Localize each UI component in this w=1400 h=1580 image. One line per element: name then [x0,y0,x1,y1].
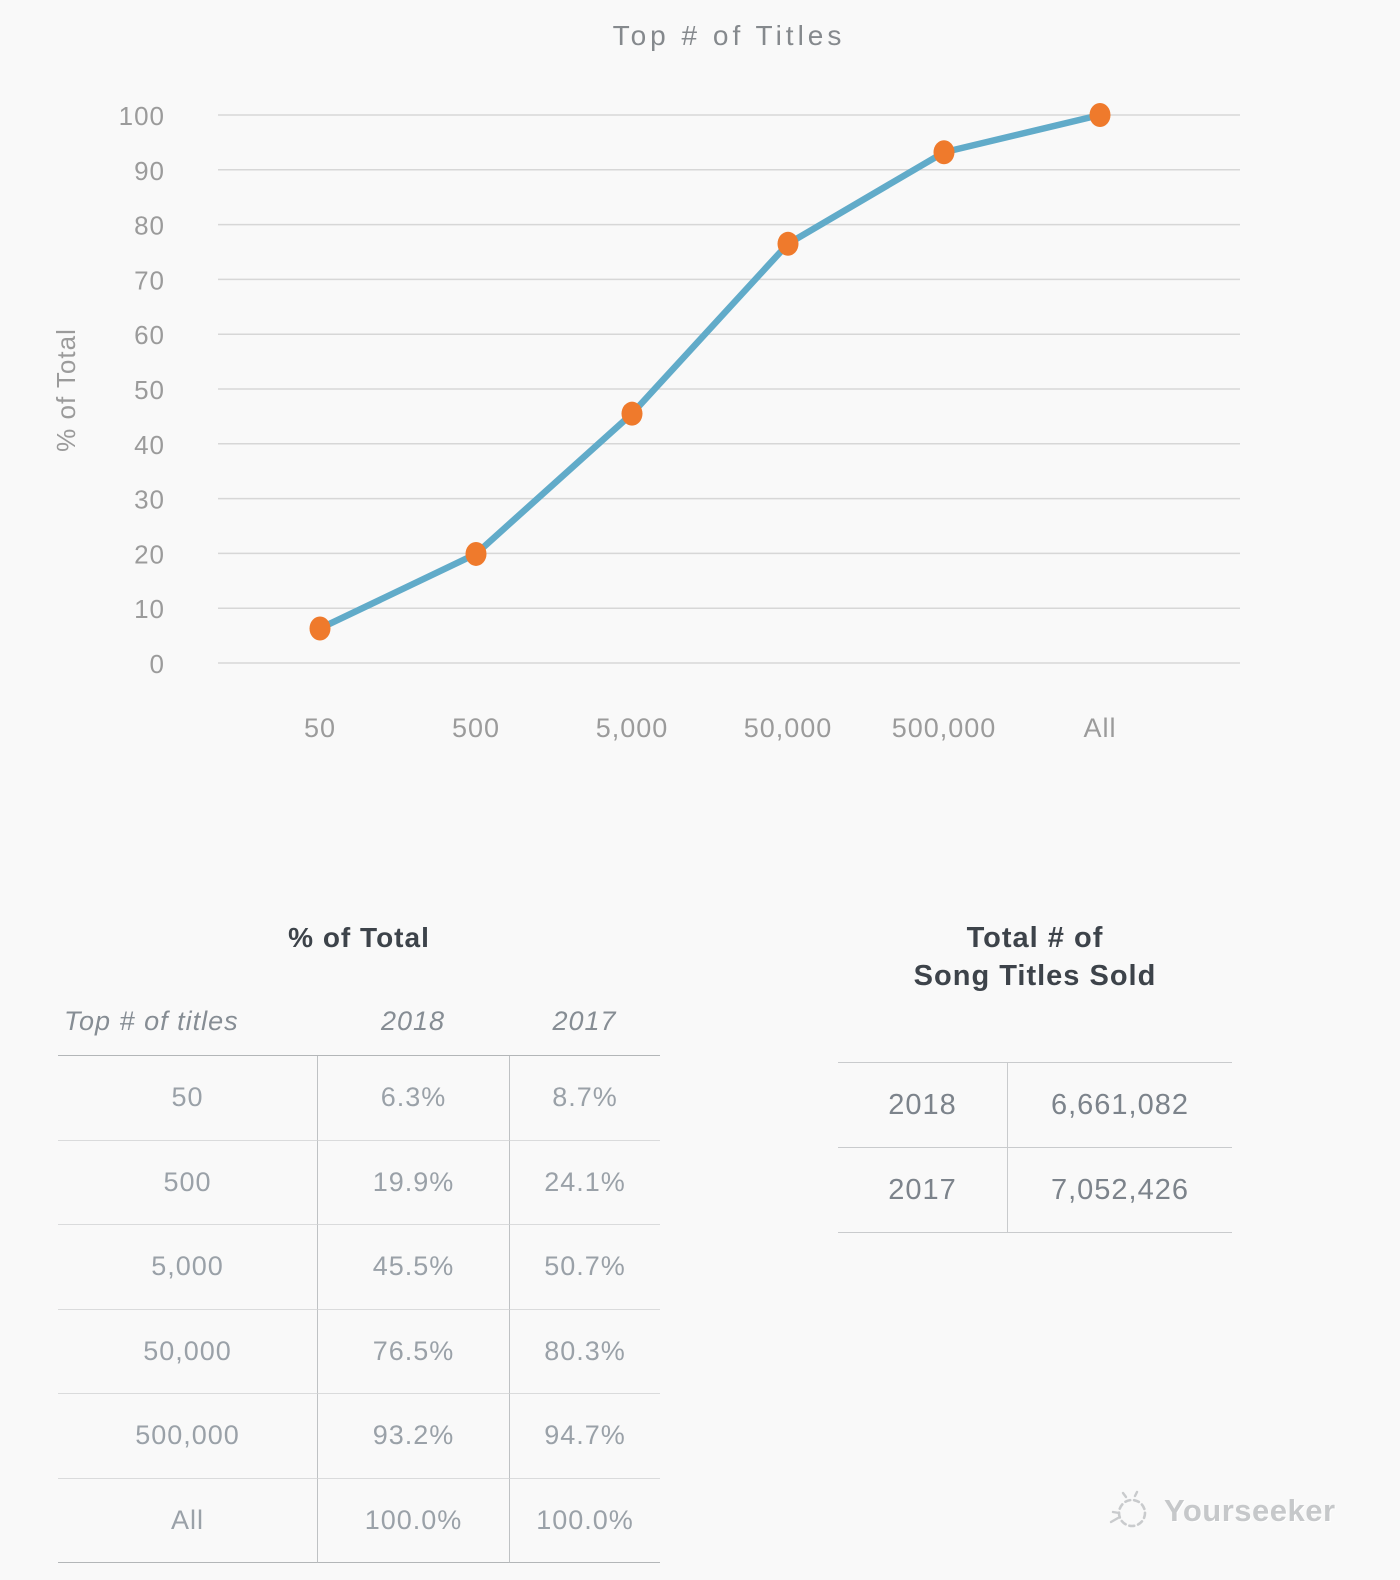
watermark-text: Yourseeker [1164,1493,1336,1528]
table-cell: 100.0% [509,1478,660,1563]
y-tick-label: 80 [134,211,165,241]
table-cell: 50,000 [58,1310,317,1394]
table-cell: 6,661,082 [1007,1063,1232,1148]
data-point-marker [621,401,643,426]
table-cell: 24.1% [509,1140,660,1225]
y-tick-label: 0 [150,649,165,679]
table-cell: 2017 [838,1148,1007,1233]
table-body: 2018 6,661,082 2017 7,052,426 [838,1062,1232,1233]
x-tick-label: 50 [304,713,336,743]
y-tick-label: 60 [134,320,165,350]
table-title-line2: Song Titles Sold [913,960,1157,992]
y-tick-label: 100 [119,101,165,131]
table-cell: 93.2% [317,1394,509,1479]
y-tick-label: 20 [134,539,165,569]
table-cell: 500,000 [58,1394,317,1479]
y-tick-label: 70 [134,265,165,295]
y-tick-label: 90 [134,156,165,186]
column-header-2018: 2018 [380,1006,446,1036]
data-point-marker [465,541,487,566]
data-point-marker [933,140,955,165]
line-chart: 0 10 20 30 40 50 60 70 80 90 100 50 500 5,000 50,000 50… [51,101,1240,743]
table-title-line1: Total # of [966,922,1104,954]
table-title: % of Total [288,922,430,953]
series-line-2018 [316,111,1104,632]
table-cell: 45.5% [317,1225,509,1310]
x-tick-label: All [1083,713,1116,743]
y-tick-label: 30 [134,485,165,515]
table-title: Total # of Song Titles Sold [838,919,1232,995]
y-axis-title: % of Total [51,328,81,452]
table-cell: 94.7% [509,1394,660,1479]
watermark: Yourseeker [1108,1488,1336,1534]
table-cell: All [58,1479,317,1563]
table-cell: 2018 [838,1063,1007,1148]
table-cell: 7,052,426 [1007,1148,1232,1233]
table-cell: 50.7% [509,1225,660,1310]
chart-title: Top # of Titles [612,20,846,51]
y-tick-label: 10 [134,594,165,624]
table-header-row: Top # of titles 2018 2017 [58,1006,660,1037]
table-cell: 19.9% [317,1140,509,1225]
x-tick-label: 500,000 [892,713,997,743]
table-cell: 6.3% [317,1056,509,1141]
column-header-2017: 2017 [552,1006,617,1036]
y-tick-label: 40 [134,430,165,460]
x-tick-label: 500 [452,713,500,743]
table-body: 50 6.3% 8.7% 500 19.9% 24.1% 5,000 45.5%… [58,1055,660,1563]
table-cell: 5,000 [58,1225,317,1310]
table-cell: 100.0% [317,1478,509,1563]
table-cell: 80.3% [509,1309,660,1394]
y-tick-label: 50 [134,375,165,405]
data-point-marker [309,616,331,641]
x-tick-label: 50,000 [744,713,833,743]
column-header-top-number-of-titles: Top # of titles [64,1006,239,1036]
table-cell: 500 [58,1141,317,1225]
table-cell: 50 [58,1056,317,1141]
data-point-marker [777,231,799,256]
x-tick-label: 5,000 [596,713,669,743]
table-cell: 76.5% [317,1309,509,1394]
sketch-logo-icon [1109,1490,1147,1528]
table-cell: 8.7% [509,1056,660,1141]
data-point-marker [1089,103,1111,127]
